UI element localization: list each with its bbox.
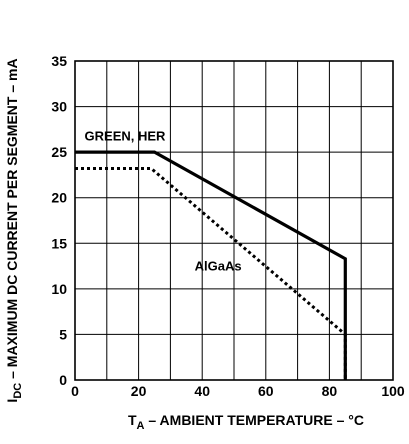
y-axis-title: IDC – MAXIMUM DC CURRENT PER SEGMENT – m… (4, 58, 24, 402)
y-tick-label: 30 (51, 99, 67, 115)
series-label-1: AlGaAs (195, 259, 242, 274)
x-axis-title: TA – AMBIENT TEMPERATURE – °C (128, 412, 364, 432)
y-tick-label: 20 (51, 190, 67, 206)
x-tick-label: 40 (194, 383, 210, 399)
x-axis-title-prefix: T (128, 412, 137, 428)
y-tick-label: 35 (51, 53, 67, 69)
x-tick-label: 60 (258, 383, 274, 399)
x-tick-label: 0 (71, 383, 79, 399)
series-line-0 (75, 150, 347, 380)
y-tick-label: 25 (51, 144, 67, 160)
x-tick-label: 80 (322, 383, 338, 399)
y-tick-label: 0 (59, 372, 67, 388)
x-tick-label: 20 (131, 383, 147, 399)
y-tick-label: 10 (51, 281, 67, 297)
tick-labels: 0 20 40 60 80 100 0 5 10 15 20 25 30 35 (51, 53, 404, 399)
x-axis-title-subscript: A (137, 420, 145, 432)
y-axis-title-subscript: DC (12, 383, 24, 399)
y-tick-label: 15 (51, 235, 67, 251)
y-tick-label: 5 (59, 326, 67, 342)
series-labels: GREEN, HER AlGaAs (85, 128, 242, 273)
x-axis-title-rest: – AMBIENT TEMPERATURE – °C (145, 412, 365, 428)
y-axis-title-rest: – MAXIMUM DC CURRENT PER SEGMENT – mA (4, 58, 20, 382)
y-axis-title-prefix: I (4, 399, 20, 403)
series-line-1 (75, 167, 347, 380)
series-label-0: GREEN, HER (85, 128, 167, 143)
series-lines (75, 150, 347, 380)
plot-frame (74, 60, 394, 381)
x-tick-label: 100 (381, 383, 405, 399)
